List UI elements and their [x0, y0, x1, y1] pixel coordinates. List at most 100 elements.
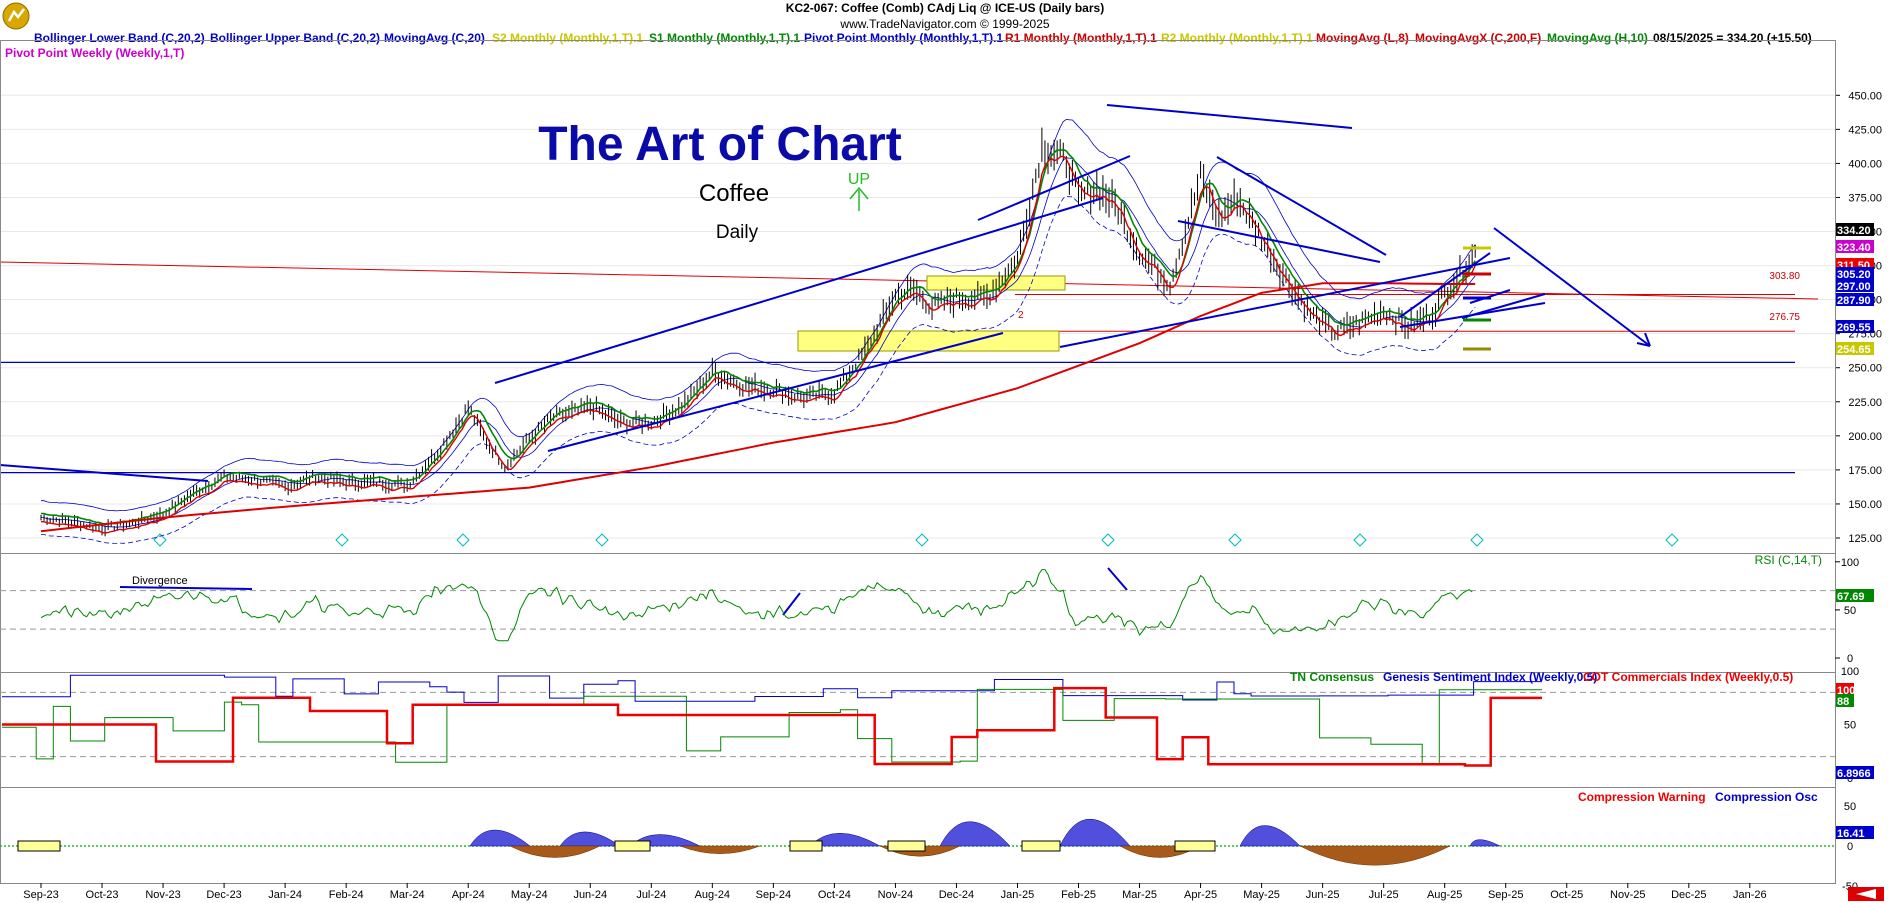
date-tick-label: Oct-25 [1550, 889, 1583, 901]
price-tag: 287.90 [1836, 293, 1874, 307]
date-tick-label: Feb-24 [329, 889, 364, 901]
trendline [1107, 567, 1128, 591]
support-resistance-levels [0, 261, 1819, 547]
price-tag: 323.40 [1836, 240, 1874, 254]
compression-axis: -50050 [1842, 801, 1858, 893]
sentiment-lines [2, 674, 1542, 767]
price-tag: 269.55 [1836, 320, 1874, 334]
event-diamond-icon [595, 533, 609, 547]
panel-border [0, 553, 1836, 673]
sentiment-label: COT Commercials Index (Weekly,0.5) [1583, 670, 1793, 684]
date-tick-label: Dec-23 [206, 889, 241, 901]
up-arrow-icon [849, 186, 869, 211]
compression-label: Compression Warning [1578, 790, 1706, 804]
price-tick-label: 375.00 [1848, 192, 1882, 204]
compression-warning-box [1174, 840, 1216, 852]
art-of-chart-title: The Art of Chart [538, 118, 902, 171]
sentiment-label: Genesis Sentiment Index (Weekly,0.5) [1383, 670, 1597, 684]
consolidation-box [797, 330, 1060, 352]
compression-warning-box [1021, 840, 1061, 852]
rsi-grid [0, 590, 1835, 630]
event-diamond-icon [1101, 533, 1115, 547]
legend-item: S2 Monthly (Monthly,1,T).1 [492, 31, 643, 45]
price-tag-text: 287.90 [1837, 295, 1871, 307]
price-tick-label: 150.00 [1848, 499, 1882, 511]
price-tag-text: 305.20 [1837, 269, 1871, 281]
compression-negative-dip [1299, 845, 1451, 866]
sentiment-tag-text: 6.8966 [1837, 768, 1871, 780]
rsi-series-line [40, 569, 1473, 642]
sentiment-tag-bg [1836, 694, 1854, 707]
date-tick-label: May-24 [511, 889, 548, 901]
trendline [1216, 156, 1387, 256]
cot-commercials-line [2, 686, 1542, 767]
compression-labels: Compression Warning Compression Osc [1578, 790, 1818, 804]
trendlines [0, 104, 1651, 616]
compression-negative-dip [679, 845, 761, 854]
compression-tick-label: 0 [1847, 841, 1853, 853]
legend-item: 08/15/2025 = 334.20 (+15.50) [1653, 31, 1812, 45]
trendline [1059, 257, 1511, 348]
date-tick-label: Oct-23 [86, 889, 119, 901]
event-diamond-icon [915, 533, 929, 547]
date-tick-label: Jan-25 [1001, 889, 1035, 901]
legend-item: R2 Monthly (Monthly,1,T).1 [1161, 31, 1313, 45]
date-tick-label: Oct-24 [818, 889, 851, 901]
date-tick-label: Mar-24 [390, 889, 425, 901]
sentiment-panel[interactable]: TN Consensus Genesis Sentiment Index (Wee… [0, 666, 1874, 785]
divergence-label: Divergence [132, 575, 188, 587]
event-diamond-icon [153, 533, 167, 547]
compression-tag-bg [1836, 826, 1874, 839]
price-tag: 297.00 [1836, 279, 1874, 293]
trendline [977, 155, 1131, 221]
compression-positive-hump [559, 831, 621, 847]
price-tick-label: 225.00 [1848, 397, 1882, 409]
rsi-value-tag: 67.69 [1836, 589, 1874, 603]
date-tick-label: Feb-25 [1061, 889, 1096, 901]
event-diamond-icon [335, 533, 349, 547]
level-276-label: 276.75 [1769, 312, 1800, 323]
date-tick-label: Jan-24 [268, 889, 302, 901]
trendline [1106, 104, 1353, 129]
legend-item: MovingAvg (L,8) [1316, 31, 1409, 45]
price-tick-label: 450.00 [1848, 90, 1882, 102]
up-label: UP [848, 171, 870, 188]
trade-navigator-logo-icon [2, 2, 30, 30]
date-tick-label: Dec-24 [939, 889, 974, 901]
compression-warning-box [887, 840, 926, 852]
tn-consensus-line [2, 688, 1542, 765]
event-diamond-icon [1353, 533, 1367, 547]
price-panel[interactable]: The Art of Chart Coffee Daily UP 303.80 … [0, 40, 1882, 884]
sentiment-tick-label: 50 [1844, 720, 1856, 732]
date-tick-label: Sep-25 [1488, 889, 1523, 901]
date-tick-label: Jan-26 [1733, 889, 1767, 901]
sentiment-tag-text: 88 [1837, 696, 1849, 708]
scroll-right-arrow-icon[interactable] [1848, 887, 1884, 901]
moving-averages [40, 148, 1476, 534]
rsi-tick-label: 50 [1844, 605, 1856, 617]
sentiment-tag-bg [1836, 683, 1854, 696]
price-tag-text: 323.40 [1837, 242, 1871, 254]
compression-positive-hump [1059, 819, 1131, 847]
event-diamond-icon [1228, 533, 1242, 547]
legend-item-pivot-weekly: Pivot Point Weekly (Weekly,1,T) [5, 46, 184, 60]
compression-positive-hump [1239, 825, 1301, 847]
compression-tag: 16.41 [1836, 826, 1874, 840]
price-tag: 305.20 [1836, 267, 1874, 281]
indicator-legend: Bollinger Lower Band (C,20,2) Bollinger U… [5, 31, 1812, 60]
chart-annotations: The Art of Chart Coffee Daily UP 303.80 … [538, 118, 1800, 323]
marker-2-label: 2 [1018, 310, 1024, 321]
trendline [119, 586, 253, 590]
price-tag-bg [1836, 293, 1874, 306]
price-tag-bg [1836, 267, 1874, 280]
date-tick-label: Nov-25 [1610, 889, 1645, 901]
legend-item: MovingAvg (C,20) [384, 31, 485, 45]
date-tick-label: Dec-25 [1671, 889, 1706, 901]
date-tick-label: Jun-25 [1306, 889, 1340, 901]
price-tag: 334.20 [1836, 223, 1874, 237]
date-tick-label: Jul-24 [636, 889, 666, 901]
rsi-panel[interactable]: RSI (C,14,T) Divergence 0 50 100 67.69 [0, 553, 1874, 665]
